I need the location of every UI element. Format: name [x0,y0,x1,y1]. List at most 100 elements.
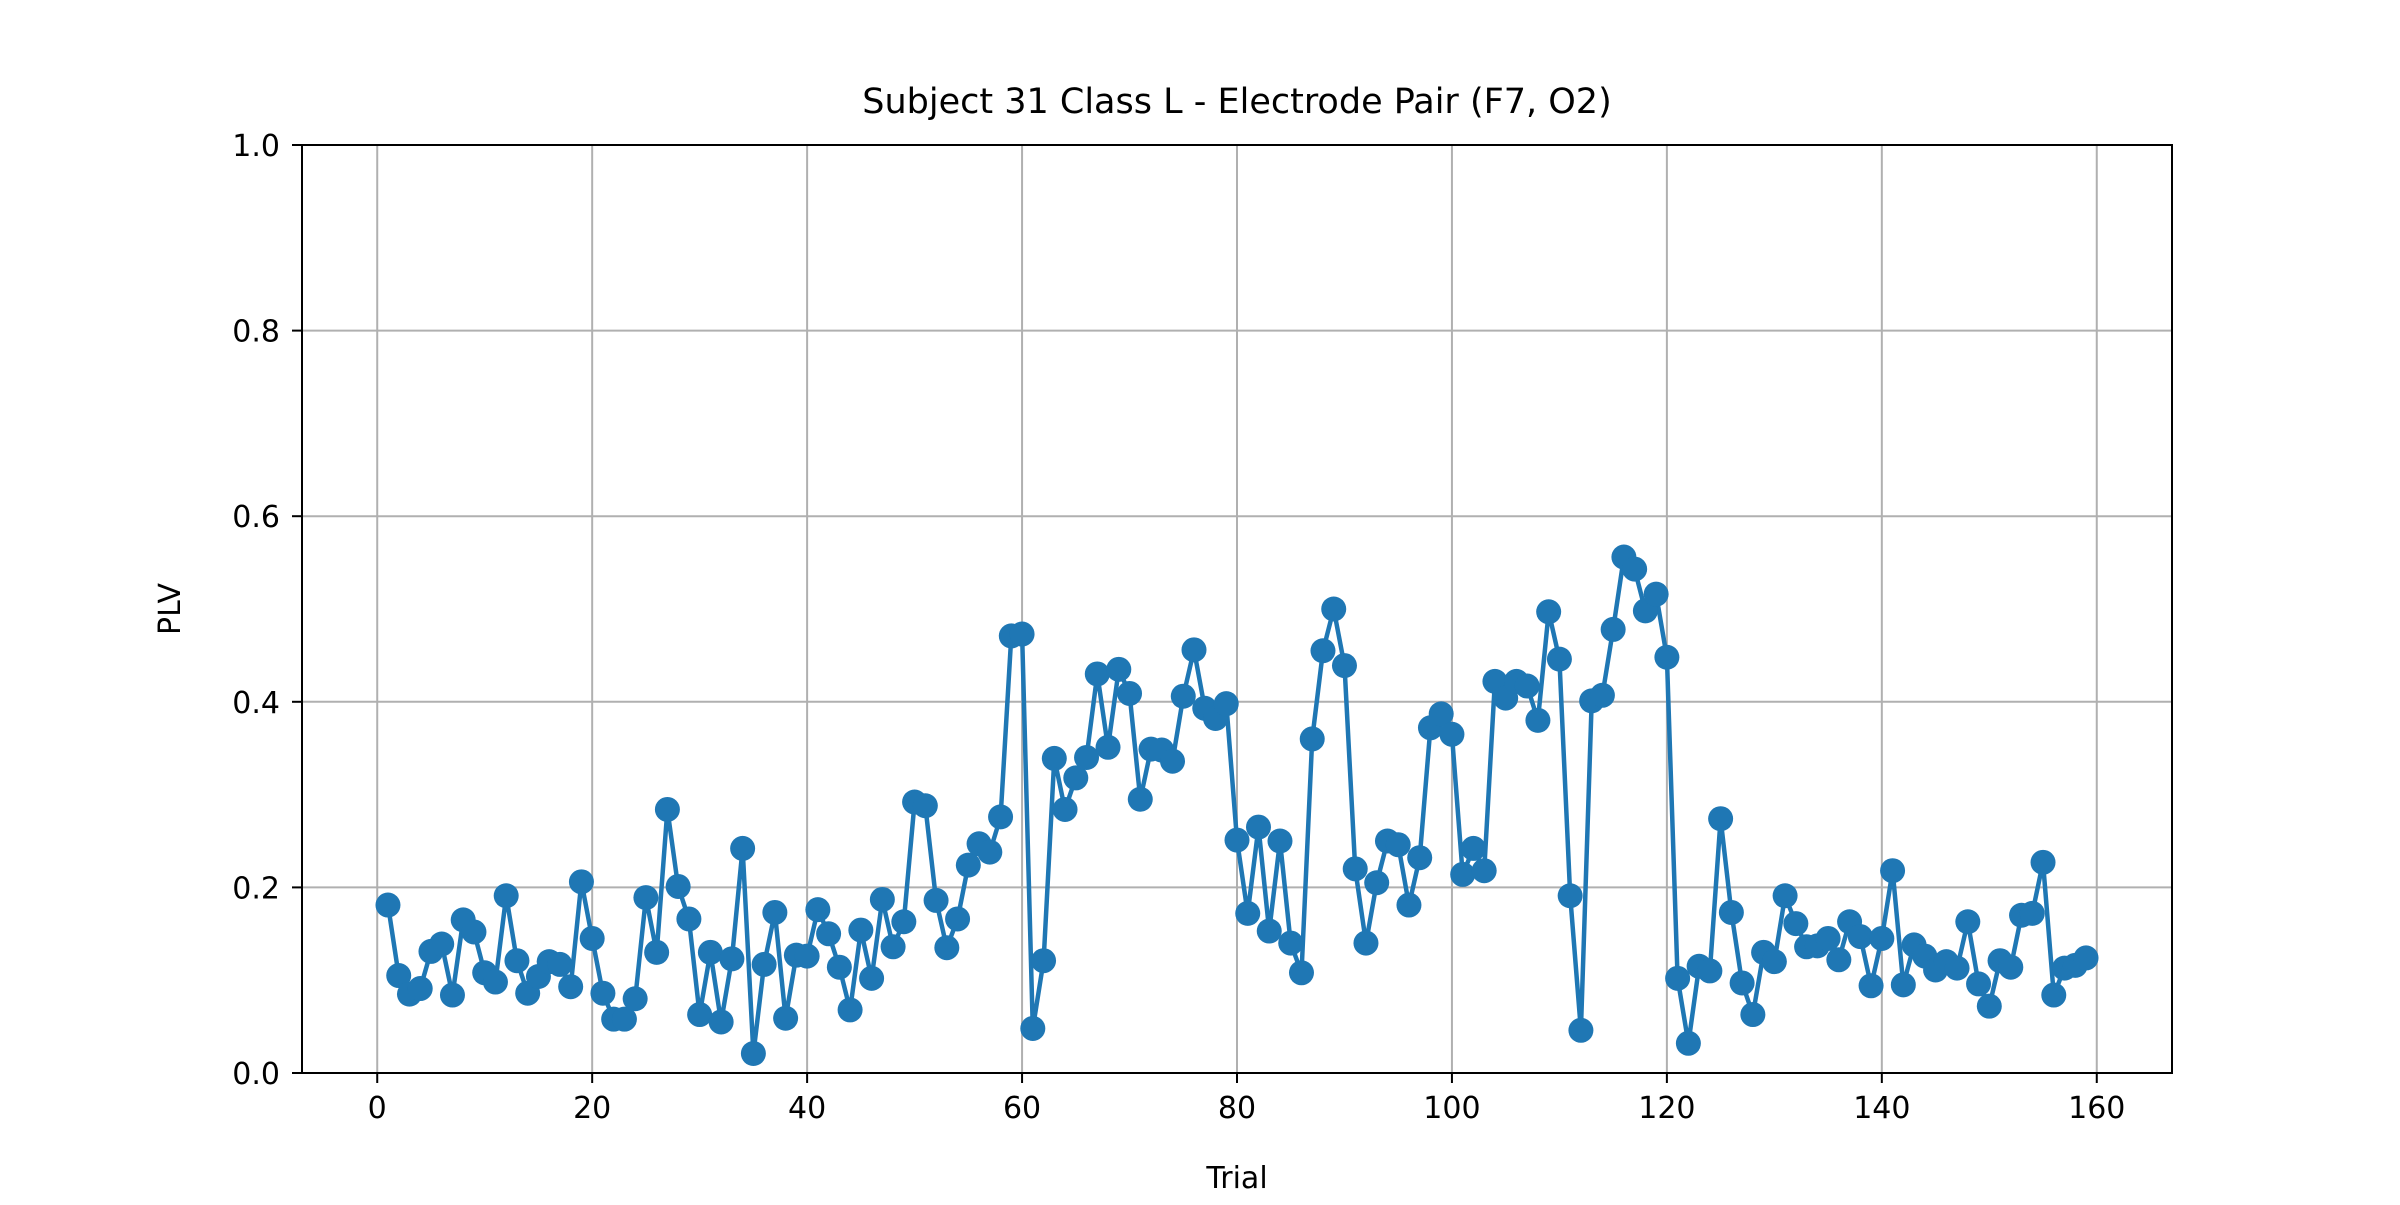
data-point [482,969,508,995]
data-point [665,873,691,899]
data-point [2041,982,2067,1008]
x-tick-label: 160 [2068,1091,2125,1126]
data-point [923,887,949,913]
x-tick-label: 100 [1423,1091,1480,1126]
data-point [407,976,433,1002]
x-tick-label: 140 [1853,1091,1910,1126]
data-point [1761,949,1787,975]
data-point [1428,701,1454,727]
data-point [1772,883,1798,909]
data-point [1063,765,1089,791]
data-point [439,982,465,1008]
data-point [547,951,573,977]
data-point [1568,1017,1594,1043]
data-point [1278,930,1304,956]
data-point [375,892,401,918]
y-tick-label: 0.2 [232,871,280,906]
x-axis-label: Trial [1205,1161,1267,1196]
series-layer [375,544,2099,1067]
data-point [1256,918,1282,944]
data-point [1095,734,1121,760]
data-point [2019,900,2045,926]
data-point [740,1041,766,1067]
data-point [1858,973,1884,999]
data-point [869,886,895,912]
data-point [1944,955,1970,981]
data-point [891,909,917,935]
data-point [611,1006,637,1032]
data-point [1310,638,1336,664]
data-point [945,906,971,932]
data-point [816,921,842,947]
data-point [1890,972,1916,998]
data-point [2030,849,2056,875]
y-axis-label: PLV [153,583,188,636]
data-point [1396,892,1422,918]
data-point [1052,796,1078,822]
data-point [633,885,659,911]
data-point [1213,691,1239,717]
data-point [1783,911,1809,937]
data-point [1353,930,1379,956]
data-point [590,980,616,1006]
data-point [1665,965,1691,991]
data-point [622,986,648,1012]
data-point [1331,653,1357,679]
data-point [1224,827,1250,853]
x-tick-label: 120 [1638,1091,1695,1126]
data-point [1117,680,1143,706]
data-point [1321,596,1347,622]
data-point [1041,745,1067,771]
y-tick-label: 0.4 [232,686,280,721]
data-point [805,897,831,923]
data-point [762,899,788,925]
data-point [1955,909,1981,935]
data-point [1407,845,1433,871]
data-point [1708,806,1734,832]
data-point [1342,856,1368,882]
data-point [708,1009,734,1035]
data-point [687,1002,713,1028]
data-point [1450,861,1476,887]
data-point [1718,899,1744,925]
data-point [934,935,960,961]
y-tick-label: 0.8 [232,315,280,350]
data-point [730,835,756,861]
data-point [1460,835,1486,861]
data-point [859,965,885,991]
data-point [579,925,605,951]
data-point [1536,599,1562,625]
data-point [1643,581,1669,607]
data-point [1815,925,1841,951]
data-point [1514,673,1540,699]
data-point [1288,960,1314,986]
data-point [1880,858,1906,884]
data-point [558,974,584,1000]
data-point [676,906,702,932]
data-point [1106,656,1132,682]
data-point [955,852,981,878]
data-point [429,931,455,957]
y-tick-label: 0.6 [232,500,280,535]
data-point [1966,971,1992,997]
data-point [1160,748,1186,774]
data-point [1557,883,1583,909]
data-point [1009,621,1035,647]
data-point [719,946,745,972]
data-point [1267,828,1293,854]
data-point [977,839,1003,865]
data-point [794,943,820,969]
data-point [1998,954,2024,980]
data-point [880,934,906,960]
data-point [1074,744,1100,770]
data-point [697,939,723,965]
data-point [386,963,412,989]
data-point [1235,900,1261,926]
chart-title: Subject 31 Class L - Electrode Pair (F7,… [862,82,1611,122]
data-point [1869,925,1895,951]
data-point [1364,870,1390,896]
x-tick-label: 80 [1218,1091,1256,1126]
data-point [837,997,863,1023]
